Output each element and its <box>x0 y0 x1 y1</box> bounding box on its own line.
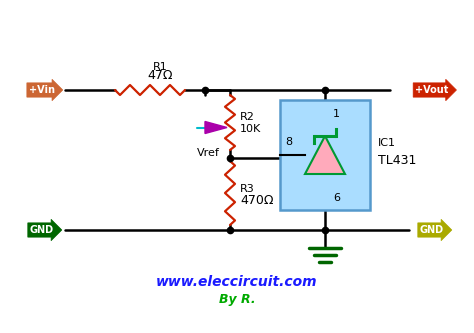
Text: 8: 8 <box>285 137 292 147</box>
Text: 470Ω: 470Ω <box>240 194 273 207</box>
Polygon shape <box>205 122 227 134</box>
Text: +Vout: +Vout <box>415 85 449 95</box>
Text: TL431: TL431 <box>378 154 416 166</box>
Text: 1: 1 <box>333 109 340 119</box>
Text: +Vin: +Vin <box>29 85 55 95</box>
Text: Vref: Vref <box>197 148 220 158</box>
FancyBboxPatch shape <box>280 100 370 210</box>
Text: GND: GND <box>30 225 54 235</box>
Text: R1: R1 <box>153 62 167 72</box>
Text: 6: 6 <box>333 193 340 203</box>
Text: IC1: IC1 <box>378 138 396 148</box>
Text: 10K: 10K <box>240 125 261 135</box>
Polygon shape <box>305 136 345 174</box>
Text: R2: R2 <box>240 113 255 123</box>
Text: 47Ω: 47Ω <box>147 69 173 82</box>
Text: R3: R3 <box>240 184 255 194</box>
Text: By R.: By R. <box>219 293 255 306</box>
Text: www.eleccircuit.com: www.eleccircuit.com <box>156 275 318 289</box>
Text: GND: GND <box>420 225 444 235</box>
